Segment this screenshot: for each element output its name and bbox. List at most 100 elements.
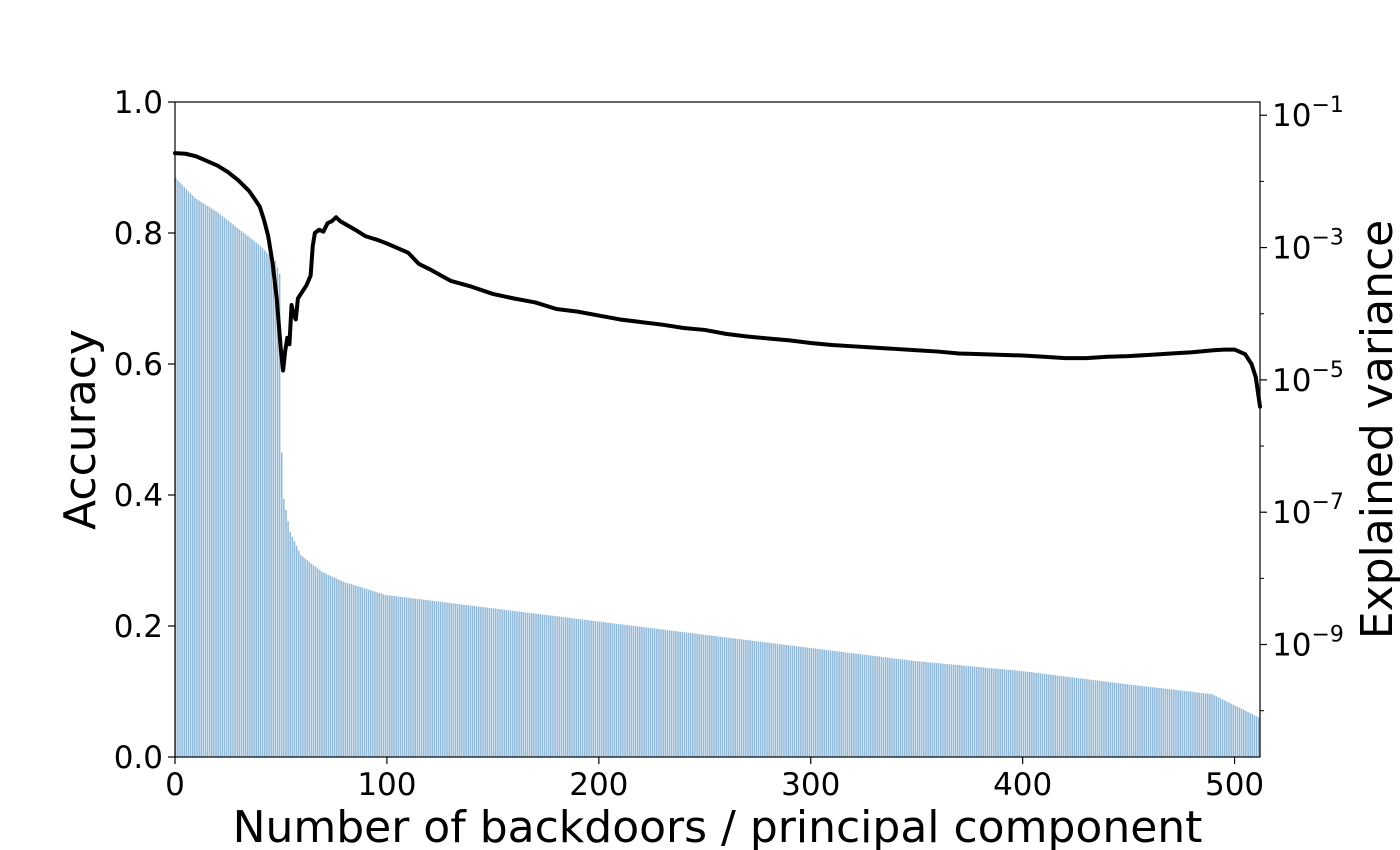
bar [1115,682,1118,757]
bar [1065,676,1067,757]
bar [1098,680,1101,757]
x-axis-label: Number of backdoors / principal componen… [233,802,1203,850]
bar [236,227,238,757]
bar [927,662,929,757]
bar [225,219,228,757]
bar [1090,679,1092,757]
bar [416,598,419,757]
bar [238,229,241,758]
bar [675,631,677,757]
bar [853,653,855,757]
bar [293,541,296,757]
bar [626,625,628,757]
bar [253,240,255,757]
bar [196,199,198,757]
plot-frame [174,101,1261,758]
bar [687,632,690,757]
bar [1175,689,1177,757]
line-series-layer [173,151,1262,409]
bar [1236,706,1239,757]
bar [484,607,486,757]
bar [554,616,556,757]
bar [829,650,832,757]
bar [1230,703,1232,757]
bar [594,621,597,757]
bar [384,594,387,757]
bar [336,578,338,757]
bar [607,622,609,757]
bar [840,651,842,757]
bar [1245,710,1247,757]
bar [878,656,881,757]
bar [395,596,397,757]
bar [280,452,283,757]
bar [206,205,209,757]
bar [200,201,202,757]
x-tick-label: 100 [357,767,416,803]
bar [781,644,783,757]
bar [639,626,641,757]
bar [736,638,739,757]
x-tick-label: 400 [993,767,1052,803]
bar [622,624,624,757]
bar [679,631,681,757]
bar [1003,669,1006,757]
bar [550,615,552,757]
bar [664,629,667,757]
bar [367,589,370,757]
bar [844,652,847,757]
bar [698,634,700,757]
bar [965,665,967,757]
bar [812,648,815,757]
bar [1143,686,1145,757]
bar [378,592,380,757]
bar [310,563,313,757]
bar [776,643,779,757]
bar [997,668,999,757]
bar [732,638,734,757]
bar [1113,682,1116,757]
bar [999,669,1001,757]
bar [187,191,190,757]
bar [1139,685,1141,757]
bar [609,622,611,757]
bar [1215,696,1218,757]
bar [522,612,525,757]
bar [1158,687,1160,757]
bar [685,632,688,757]
bar [1160,688,1162,757]
bar [1253,715,1256,757]
bar [1109,682,1112,757]
bar [516,611,518,757]
bar [1137,685,1139,757]
bar [641,626,643,757]
bar [1132,684,1135,757]
bar [486,607,489,757]
bar [420,599,423,757]
bar [552,615,554,757]
bar [191,195,194,758]
bar [942,663,944,757]
bar [308,561,311,757]
bar [603,622,605,757]
bar [208,207,211,757]
bar [1232,704,1234,757]
bar [329,575,332,757]
bar [918,661,921,757]
bar [600,621,603,757]
bar [497,608,499,757]
bar [1026,671,1029,757]
bar [768,642,770,757]
bar [725,637,728,757]
bar [923,661,925,757]
bar [274,260,277,757]
bar [359,586,361,757]
bar [865,654,868,757]
bar [391,595,393,757]
bar [823,649,825,757]
bar [444,602,446,757]
bar [1062,676,1065,757]
bar [567,617,569,757]
bar [800,646,802,757]
